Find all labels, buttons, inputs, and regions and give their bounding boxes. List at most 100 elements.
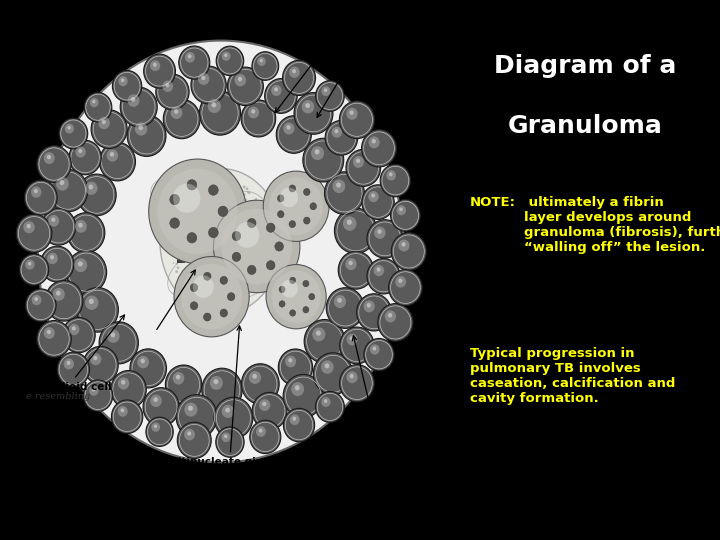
Circle shape (251, 284, 253, 286)
Circle shape (201, 222, 203, 225)
Circle shape (63, 359, 74, 369)
Circle shape (250, 287, 252, 289)
Circle shape (321, 360, 333, 374)
Circle shape (215, 206, 217, 209)
Circle shape (390, 199, 420, 231)
Circle shape (189, 262, 192, 264)
Circle shape (163, 80, 173, 92)
Circle shape (283, 374, 323, 417)
Circle shape (135, 123, 148, 136)
Circle shape (315, 392, 344, 422)
Bar (194, 285, 202, 288)
Circle shape (257, 204, 259, 206)
Circle shape (275, 242, 284, 251)
Circle shape (397, 205, 406, 215)
Text: e resembling: e resembling (26, 392, 90, 401)
Circle shape (188, 277, 189, 279)
Circle shape (75, 220, 87, 233)
Circle shape (215, 211, 217, 213)
Circle shape (267, 261, 270, 264)
Circle shape (186, 267, 189, 269)
Circle shape (181, 264, 243, 329)
Circle shape (262, 402, 266, 406)
Circle shape (189, 210, 192, 212)
Circle shape (248, 260, 251, 264)
Circle shape (235, 192, 237, 194)
Circle shape (176, 254, 179, 258)
Circle shape (212, 197, 215, 200)
Circle shape (236, 238, 239, 241)
Circle shape (324, 399, 328, 403)
Circle shape (176, 270, 178, 273)
Circle shape (197, 244, 201, 247)
Circle shape (228, 181, 230, 184)
Circle shape (210, 190, 212, 193)
Circle shape (374, 227, 386, 239)
Circle shape (107, 329, 120, 343)
Circle shape (260, 261, 262, 264)
Circle shape (325, 172, 364, 214)
Circle shape (24, 180, 57, 215)
Circle shape (253, 217, 255, 219)
Circle shape (180, 255, 182, 257)
Circle shape (190, 302, 198, 310)
Bar (173, 220, 184, 232)
Circle shape (187, 231, 190, 234)
Circle shape (292, 417, 296, 421)
Circle shape (83, 346, 118, 384)
Bar (247, 220, 256, 228)
Circle shape (121, 78, 125, 82)
Circle shape (194, 198, 195, 200)
Circle shape (48, 215, 59, 227)
Circle shape (214, 219, 215, 221)
Circle shape (340, 364, 374, 402)
Circle shape (190, 275, 193, 278)
Circle shape (186, 280, 188, 282)
Circle shape (230, 280, 232, 282)
Circle shape (226, 244, 228, 246)
Circle shape (356, 294, 392, 331)
Circle shape (239, 276, 242, 279)
Circle shape (206, 300, 208, 303)
Circle shape (168, 241, 171, 244)
Circle shape (194, 210, 196, 212)
Circle shape (190, 284, 198, 292)
Circle shape (254, 233, 257, 236)
Circle shape (258, 429, 263, 433)
Bar (241, 238, 250, 247)
Bar (189, 248, 193, 261)
Circle shape (237, 212, 240, 215)
Circle shape (191, 66, 226, 104)
Circle shape (44, 152, 55, 164)
Circle shape (284, 408, 315, 442)
Circle shape (230, 195, 233, 198)
Circle shape (238, 77, 242, 82)
Bar (224, 277, 235, 288)
Circle shape (186, 238, 189, 240)
Circle shape (214, 379, 218, 384)
Circle shape (171, 224, 174, 227)
Bar (226, 280, 237, 291)
Circle shape (121, 380, 125, 384)
Bar (170, 231, 173, 243)
Circle shape (207, 99, 221, 113)
Circle shape (23, 221, 35, 233)
Circle shape (193, 200, 196, 203)
Circle shape (343, 217, 356, 231)
Circle shape (204, 313, 211, 321)
Bar (215, 254, 227, 266)
Circle shape (196, 227, 198, 229)
Circle shape (216, 242, 218, 245)
Circle shape (256, 241, 257, 242)
Circle shape (257, 284, 259, 286)
Circle shape (228, 281, 230, 283)
Circle shape (369, 191, 379, 202)
Circle shape (215, 193, 218, 196)
Circle shape (238, 219, 240, 222)
Circle shape (311, 146, 324, 160)
Circle shape (25, 289, 56, 322)
Circle shape (248, 203, 252, 206)
Circle shape (391, 233, 426, 270)
Circle shape (191, 278, 193, 280)
Circle shape (348, 261, 353, 265)
